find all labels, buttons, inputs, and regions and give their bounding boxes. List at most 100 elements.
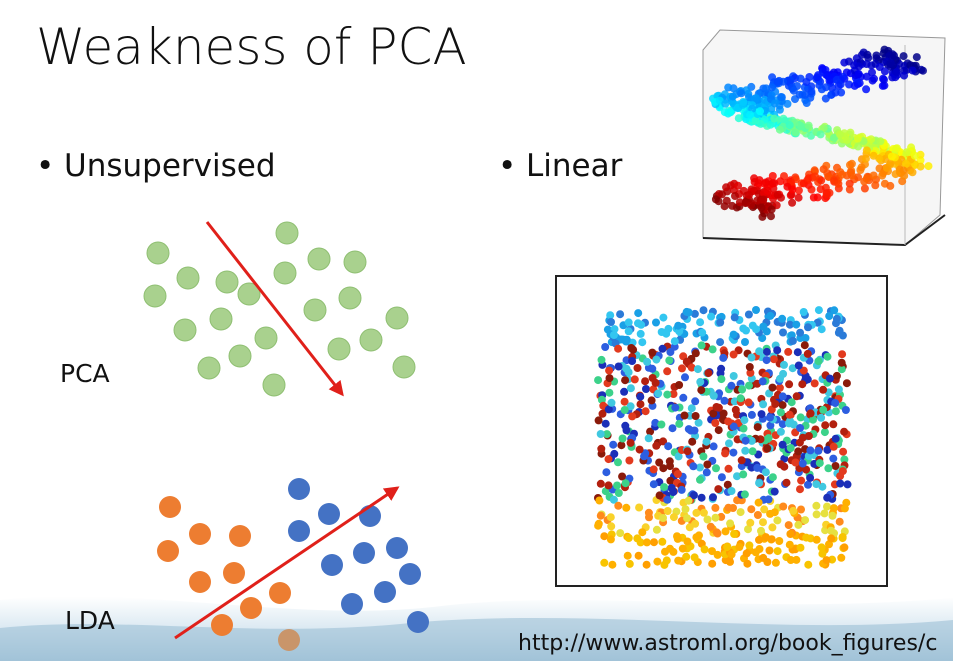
dot: [223, 562, 245, 584]
dot: [595, 496, 604, 505]
dot: [635, 445, 644, 454]
dot: [748, 447, 757, 456]
dot: [836, 479, 845, 488]
dot: [621, 376, 630, 385]
dot: [766, 120, 775, 129]
dot: [189, 523, 211, 545]
dot: [262, 373, 286, 397]
dot: [706, 522, 715, 531]
unrolled-scatter: [594, 306, 852, 569]
dot: [697, 493, 706, 502]
dot: [729, 372, 738, 380]
dot: [796, 413, 805, 422]
dot: [641, 407, 650, 416]
dot: [711, 503, 720, 512]
dot: [778, 401, 787, 410]
dot: [610, 449, 619, 458]
dot: [675, 381, 684, 389]
dot: [770, 114, 779, 123]
dot: [682, 357, 691, 366]
dot: [671, 403, 680, 412]
dot: [835, 517, 844, 526]
dot: [747, 201, 756, 210]
diagram-label: PCA: [60, 359, 110, 388]
dot: [652, 441, 661, 450]
dot: [787, 398, 796, 407]
dot: [862, 146, 871, 155]
dot: [747, 410, 756, 419]
dot: [606, 311, 615, 320]
dot: [916, 156, 925, 165]
dot: [385, 306, 409, 330]
dot: [729, 422, 738, 431]
dot: [768, 73, 777, 82]
dot: [792, 320, 801, 329]
dot: [744, 310, 753, 319]
dot: [831, 407, 840, 416]
dot: [617, 441, 626, 450]
dot: [745, 541, 754, 550]
dot: [837, 365, 846, 374]
dot: [806, 409, 815, 418]
dot: [278, 629, 300, 651]
dot: [681, 373, 689, 382]
dot: [811, 172, 820, 181]
dot: [697, 386, 706, 395]
dot: [814, 446, 823, 455]
dot: [899, 52, 908, 61]
dot: [778, 314, 787, 323]
dot: [605, 374, 614, 383]
dot: [841, 406, 850, 414]
dot: [229, 525, 251, 547]
dot: [666, 476, 675, 485]
dot: [900, 171, 909, 180]
dot: [708, 559, 717, 568]
dot: [818, 549, 827, 558]
dot: [703, 515, 712, 524]
dot: [696, 377, 705, 386]
dot: [802, 533, 811, 542]
dot: [830, 133, 838, 142]
dot: [801, 91, 810, 99]
dot: [759, 553, 768, 562]
dot: [720, 108, 729, 117]
dot: [785, 540, 794, 549]
dot: [640, 452, 649, 461]
diagram-label: LDA: [65, 606, 115, 635]
dot: [797, 476, 806, 485]
dot: [753, 196, 762, 205]
dot: [838, 467, 847, 476]
dot: [711, 195, 720, 204]
bullet-mark: •: [36, 148, 54, 184]
dot: [809, 415, 817, 424]
dot: [614, 501, 623, 510]
dot: [759, 322, 768, 331]
dot: [807, 185, 816, 194]
dot: [810, 379, 819, 388]
dot: [636, 392, 645, 401]
dot: [778, 392, 787, 401]
dot: [597, 444, 606, 453]
dot: [856, 166, 865, 174]
dot: [792, 392, 801, 401]
dot: [606, 513, 615, 522]
dot: [746, 518, 755, 527]
dot: [806, 473, 815, 482]
dot: [628, 357, 637, 365]
dot: [760, 179, 769, 188]
dot: [793, 348, 802, 357]
dot: [716, 318, 725, 327]
dot: [669, 390, 678, 398]
dot: [822, 83, 831, 92]
dot: [729, 330, 738, 339]
dot: [842, 135, 851, 144]
dot: [682, 307, 691, 316]
s-curve: [709, 45, 933, 221]
dot: [683, 447, 692, 456]
dot: [699, 452, 708, 461]
dot: [650, 538, 658, 547]
dot: [733, 472, 741, 481]
dot: [730, 313, 739, 322]
dot: [685, 523, 694, 532]
dot: [607, 522, 616, 531]
